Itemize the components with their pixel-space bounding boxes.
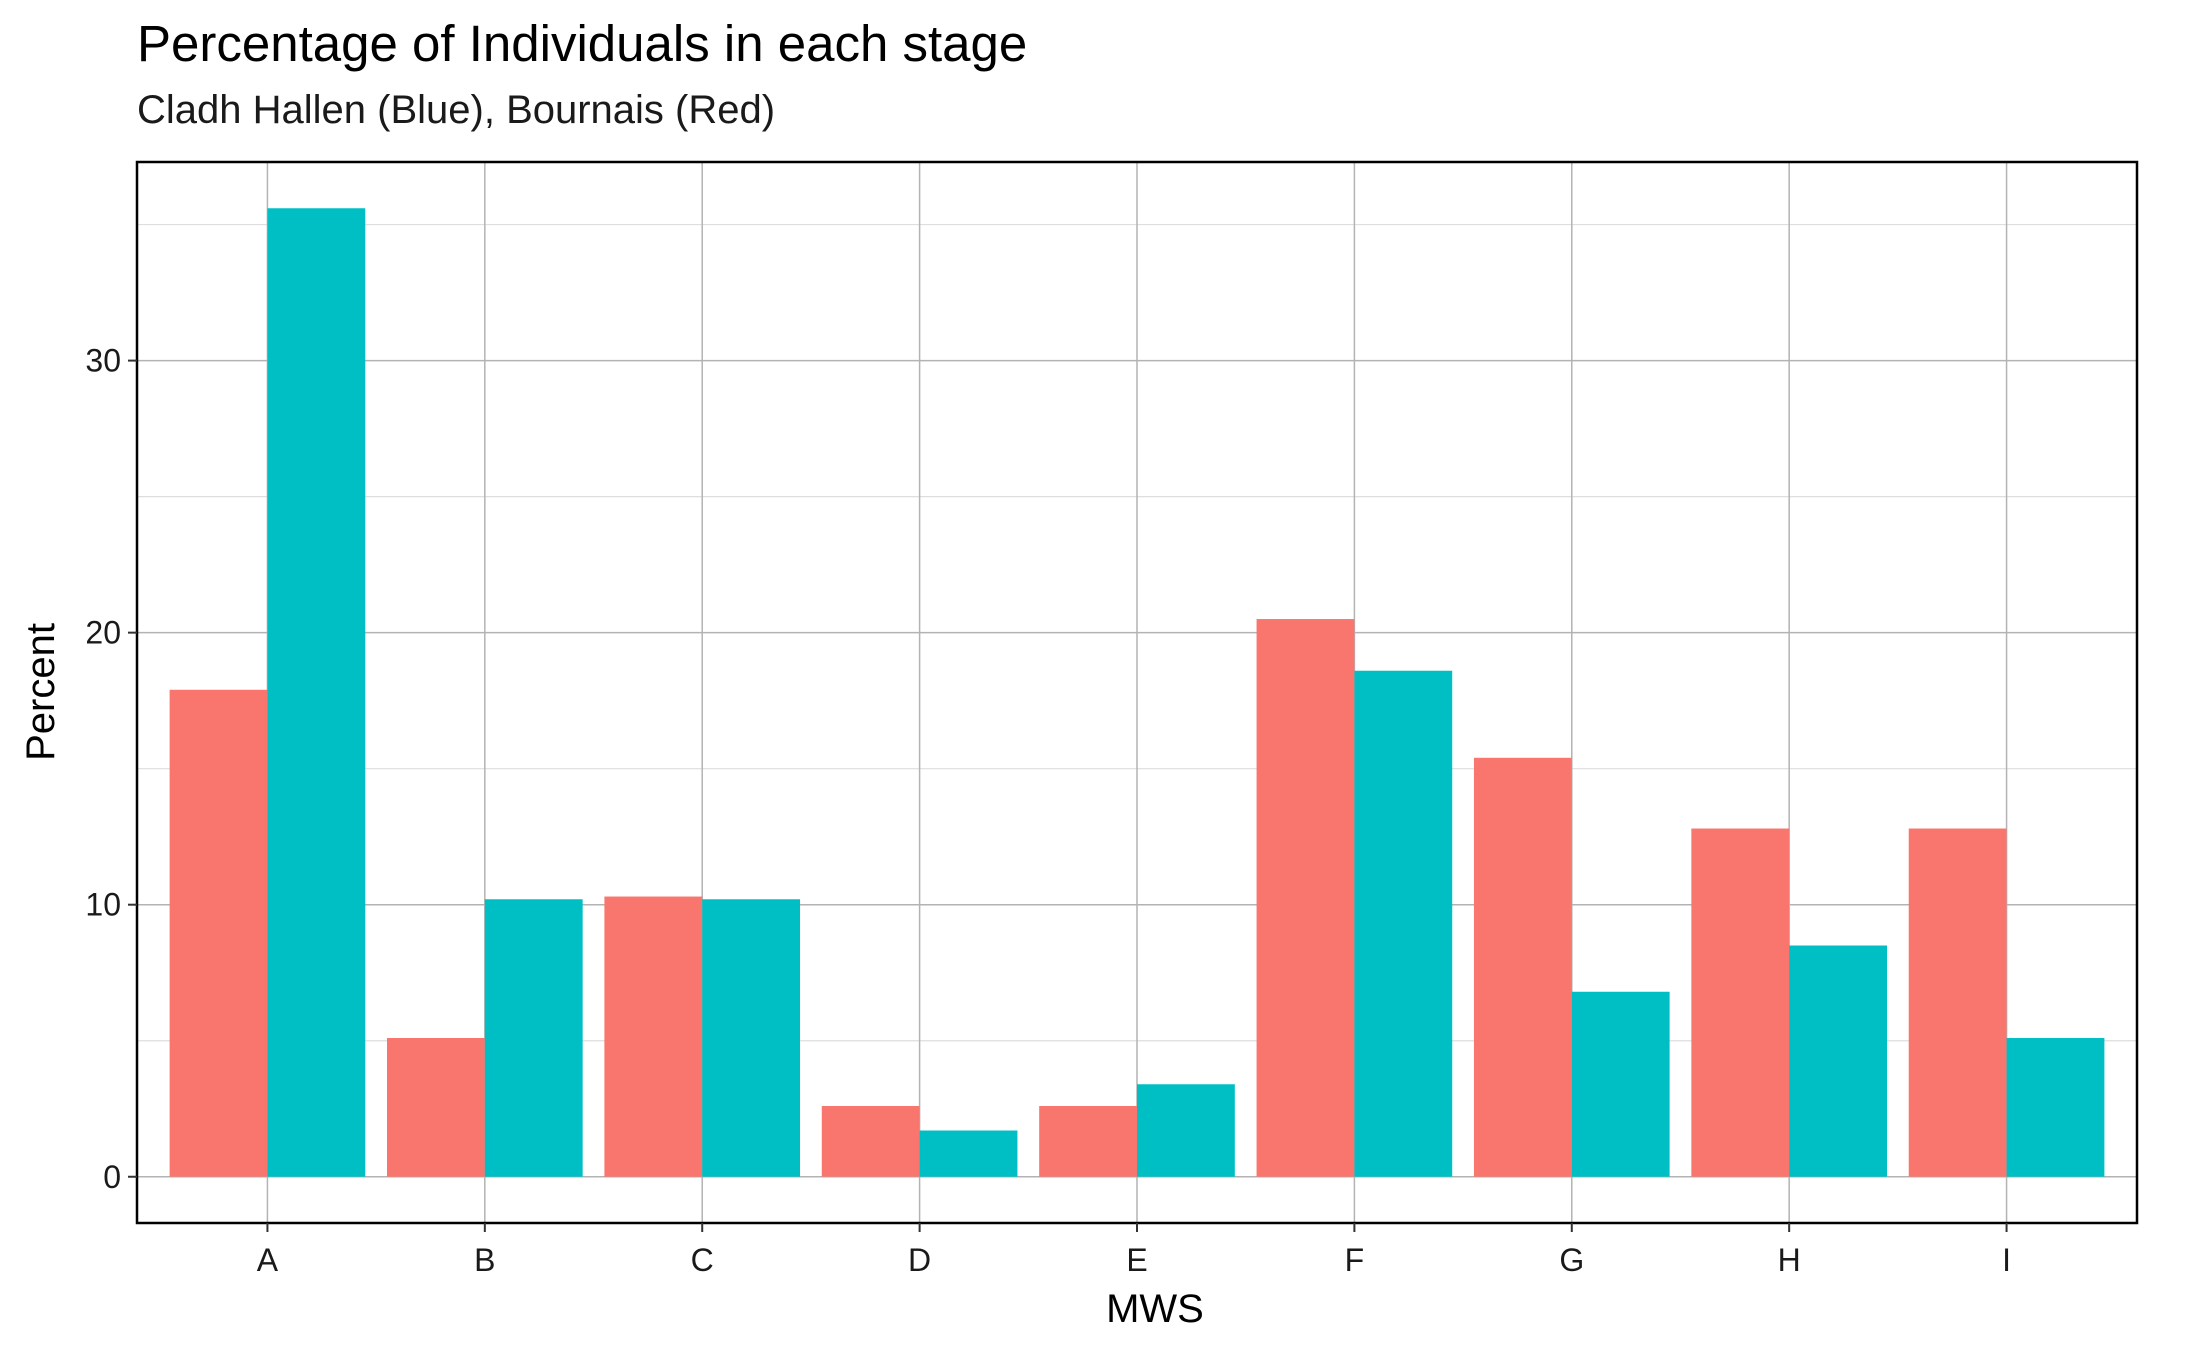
axes: 0 10 20 30 A B C D E F G H I xyxy=(85,343,2011,1278)
bar-B-series-1 xyxy=(387,1038,485,1177)
bar-A-series-1 xyxy=(169,689,268,1177)
bar-F-series-2 xyxy=(1354,670,1453,1177)
x-tick-label: F xyxy=(1345,1242,1365,1278)
chart-subtitle: Cladh Hallen (Blue), Bournais (Red) xyxy=(137,88,776,132)
bar-D-series-2 xyxy=(919,1130,1018,1177)
x-tick-label: I xyxy=(2002,1242,2011,1278)
bar-C-series-1 xyxy=(604,896,703,1177)
x-tick-label: A xyxy=(257,1242,279,1278)
x-tick-label: B xyxy=(474,1242,495,1278)
x-axis-title: MWS xyxy=(1106,1287,1204,1331)
bar-H-series-2 xyxy=(1789,945,1887,1177)
y-tick-label: 30 xyxy=(85,343,121,379)
bar-D-series-1 xyxy=(821,1106,920,1177)
bar-G-series-1 xyxy=(1473,757,1572,1177)
bar-C-series-2 xyxy=(702,899,801,1177)
bar-I-series-2 xyxy=(2006,1038,2105,1177)
chart-title: Percentage of Individuals in each stage xyxy=(137,15,1028,72)
y-tick-label: 20 xyxy=(85,615,121,651)
bar-E-series-2 xyxy=(1137,1084,1235,1177)
x-tick-label: G xyxy=(1559,1242,1584,1278)
bar-I-series-1 xyxy=(1908,828,2007,1177)
bar-B-series-2 xyxy=(484,899,583,1177)
x-tick-label: H xyxy=(1778,1242,1801,1278)
bars xyxy=(169,208,2105,1177)
y-tick-label: 0 xyxy=(103,1159,121,1195)
bar-E-series-1 xyxy=(1039,1106,1137,1177)
bar-A-series-2 xyxy=(267,208,366,1177)
y-tick-label: 10 xyxy=(85,887,121,923)
x-tick-label: E xyxy=(1126,1242,1147,1278)
x-tick-label: D xyxy=(908,1242,931,1278)
bar-H-series-1 xyxy=(1691,828,1790,1177)
y-axis-title: Percent xyxy=(19,623,63,761)
x-tick-label: C xyxy=(691,1242,714,1278)
bar-G-series-2 xyxy=(1571,991,1670,1177)
bar-F-series-1 xyxy=(1256,619,1355,1177)
